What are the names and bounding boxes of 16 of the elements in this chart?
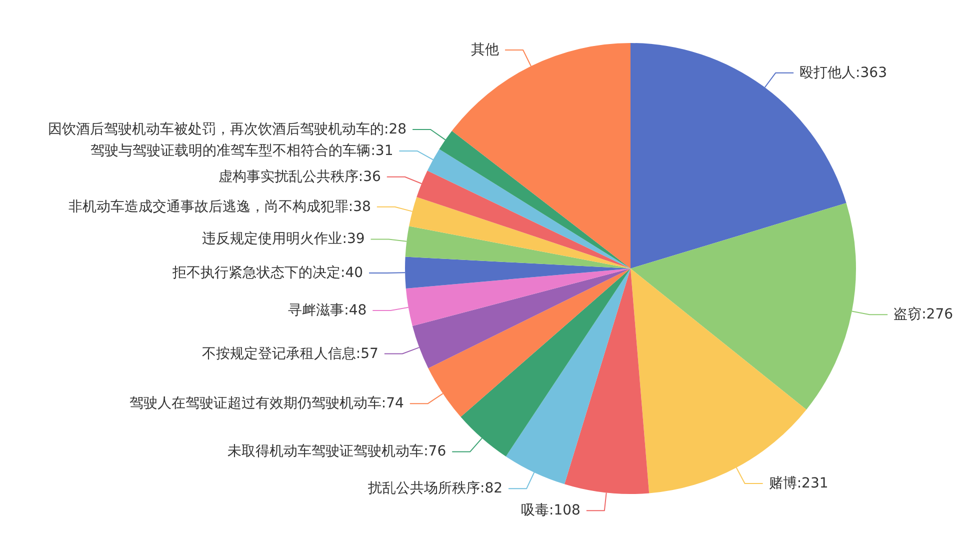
slice-label: 驾驶与驾驶证载明的准驾车型不相符合的车辆:31 (90, 142, 394, 159)
slice-label: 非机动车造成交通事故后逃逸，尚不构成犯罪:38 (68, 198, 371, 215)
slice-label: 虚构事实扰乱公共秩序:36 (218, 168, 381, 185)
slice-label: 不按规定登记承租人信息:57 (202, 346, 378, 362)
slice-label: 寻衅滋事:48 (288, 302, 367, 318)
slice-label: 因饮酒后驾驶机动车被处罚，再次饮酒后驾驶机动车的:28 (48, 122, 407, 138)
slice-label: 扰乱公共场所秩序:82 (366, 480, 503, 497)
slice-label: 未取得机动车驾驶证驾驶机动车:76 (228, 444, 446, 460)
slice-label: 驾驶人在驾驶证超过有效期仍驾驶机动车:74 (129, 396, 404, 412)
slice-label: 违反规定使用明火作业:39 (202, 231, 365, 248)
slice-label: 其他 (471, 42, 500, 58)
slice-label: 盗窃:276 (894, 306, 954, 323)
slice-label: 殴打他人:363 (800, 64, 888, 81)
slice-label: 赌博:231 (768, 475, 828, 492)
slice-label: 拒不执行紧急状态下的决定:40 (172, 264, 364, 281)
slice-label: 吸毒:108 (521, 502, 580, 519)
